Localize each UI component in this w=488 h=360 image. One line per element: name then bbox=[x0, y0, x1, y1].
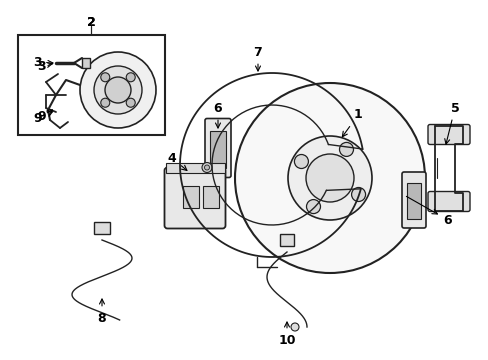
Bar bbox=[82, 58, 90, 68]
Bar bbox=[18, 35, 164, 135]
Circle shape bbox=[101, 73, 109, 82]
Circle shape bbox=[101, 98, 109, 107]
Bar bbox=[406, 183, 420, 219]
Bar bbox=[165, 162, 224, 172]
Circle shape bbox=[287, 136, 371, 220]
Circle shape bbox=[94, 66, 142, 114]
Text: 2: 2 bbox=[86, 15, 95, 28]
Text: 4: 4 bbox=[167, 152, 186, 170]
Text: 5: 5 bbox=[444, 102, 458, 144]
Text: 7: 7 bbox=[253, 45, 262, 71]
Bar bbox=[209, 130, 225, 167]
Circle shape bbox=[306, 199, 320, 213]
Circle shape bbox=[351, 188, 365, 202]
FancyBboxPatch shape bbox=[164, 167, 225, 229]
FancyBboxPatch shape bbox=[427, 125, 469, 144]
Bar bbox=[94, 222, 110, 234]
Text: 3: 3 bbox=[38, 59, 52, 72]
Circle shape bbox=[202, 162, 212, 172]
FancyBboxPatch shape bbox=[427, 192, 469, 211]
Text: 9: 9 bbox=[34, 110, 52, 125]
Text: 1: 1 bbox=[342, 108, 362, 137]
Circle shape bbox=[204, 165, 209, 170]
Text: 8: 8 bbox=[98, 299, 106, 324]
Bar bbox=[280, 234, 293, 246]
Circle shape bbox=[290, 323, 298, 331]
Text: 2: 2 bbox=[86, 15, 95, 28]
Text: 3: 3 bbox=[34, 57, 53, 69]
Circle shape bbox=[305, 154, 353, 202]
Circle shape bbox=[235, 83, 424, 273]
Text: 6: 6 bbox=[213, 102, 222, 128]
Circle shape bbox=[294, 154, 308, 168]
FancyBboxPatch shape bbox=[204, 118, 230, 177]
Circle shape bbox=[80, 52, 156, 128]
Bar bbox=[183, 186, 199, 208]
Circle shape bbox=[339, 143, 353, 157]
FancyBboxPatch shape bbox=[401, 172, 425, 228]
Circle shape bbox=[126, 98, 135, 107]
Text: 6: 6 bbox=[406, 196, 451, 226]
Bar bbox=[203, 186, 219, 208]
Text: 10: 10 bbox=[278, 322, 295, 346]
Text: 9: 9 bbox=[38, 111, 52, 123]
Circle shape bbox=[105, 77, 131, 103]
Circle shape bbox=[126, 73, 135, 82]
